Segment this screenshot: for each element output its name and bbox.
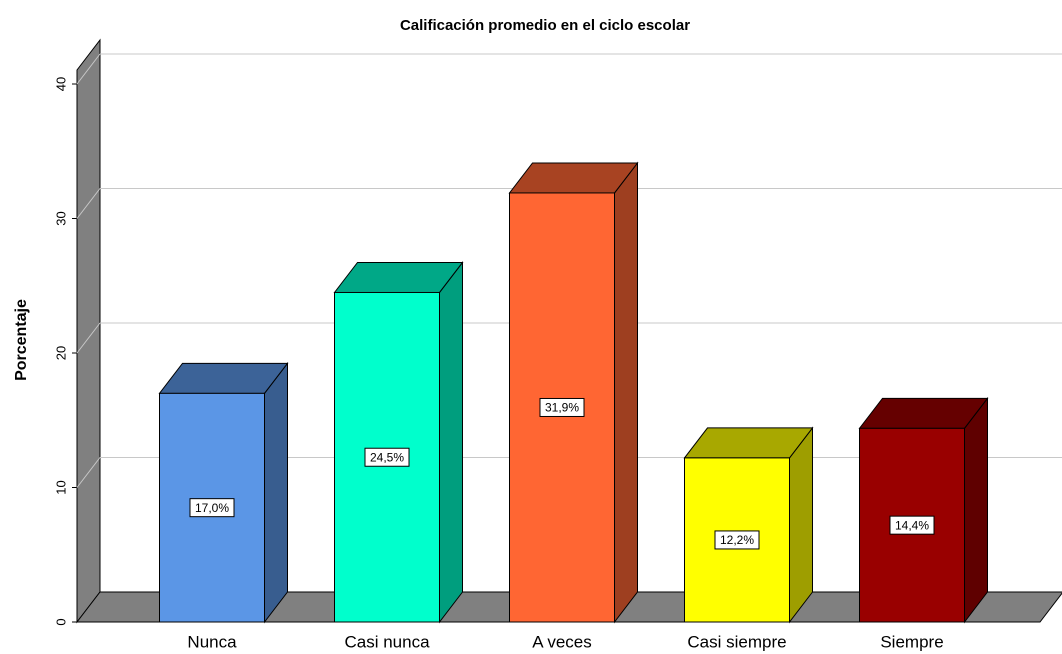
bar <box>333 261 464 624</box>
y-axis-label: Porcentaje <box>13 299 30 381</box>
y-tick-label: 30 <box>53 211 68 225</box>
bar <box>158 361 289 624</box>
y-tick-label: 20 <box>53 346 68 360</box>
bar <box>683 426 814 624</box>
x-tick-label: Casi nunca <box>344 632 430 651</box>
x-tick-label: A veces <box>532 632 592 651</box>
value-label: 17,0% <box>195 501 229 515</box>
bar-side <box>439 261 463 624</box>
bar-top <box>858 397 989 429</box>
grid-line <box>76 457 101 488</box>
value-label-box <box>364 447 410 467</box>
grid-line <box>76 322 101 354</box>
bar-side <box>789 426 813 624</box>
bar-top <box>683 427 814 459</box>
bar-top <box>508 162 639 194</box>
left-wall <box>76 38 101 624</box>
grid-line <box>76 188 101 219</box>
y-tick-label: 0 <box>53 618 68 625</box>
bar-side <box>614 161 638 624</box>
value-label: 14,4% <box>895 518 929 532</box>
bar-top <box>333 261 464 293</box>
value-label: 12,2% <box>720 533 754 547</box>
bar-top <box>158 362 289 394</box>
grid-line <box>76 53 101 85</box>
value-label-box <box>189 498 235 518</box>
value-label-box <box>889 515 935 535</box>
value-label-box <box>539 397 585 417</box>
x-tick-label: Casi siempre <box>687 632 786 651</box>
bar-side <box>264 361 288 624</box>
y-tick-label: 40 <box>53 77 68 91</box>
chart-title: Calificación promedio en el ciclo escola… <box>400 17 690 34</box>
value-label: 31,9% <box>545 401 579 415</box>
y-tick-label: 10 <box>53 480 68 494</box>
bar <box>508 161 639 624</box>
value-label-box <box>714 530 760 550</box>
x-tick-label: Siempre <box>880 632 943 651</box>
bar-side <box>964 396 988 624</box>
value-label: 24,5% <box>370 450 404 464</box>
x-tick-label: Nunca <box>187 632 237 651</box>
bar <box>858 396 989 624</box>
